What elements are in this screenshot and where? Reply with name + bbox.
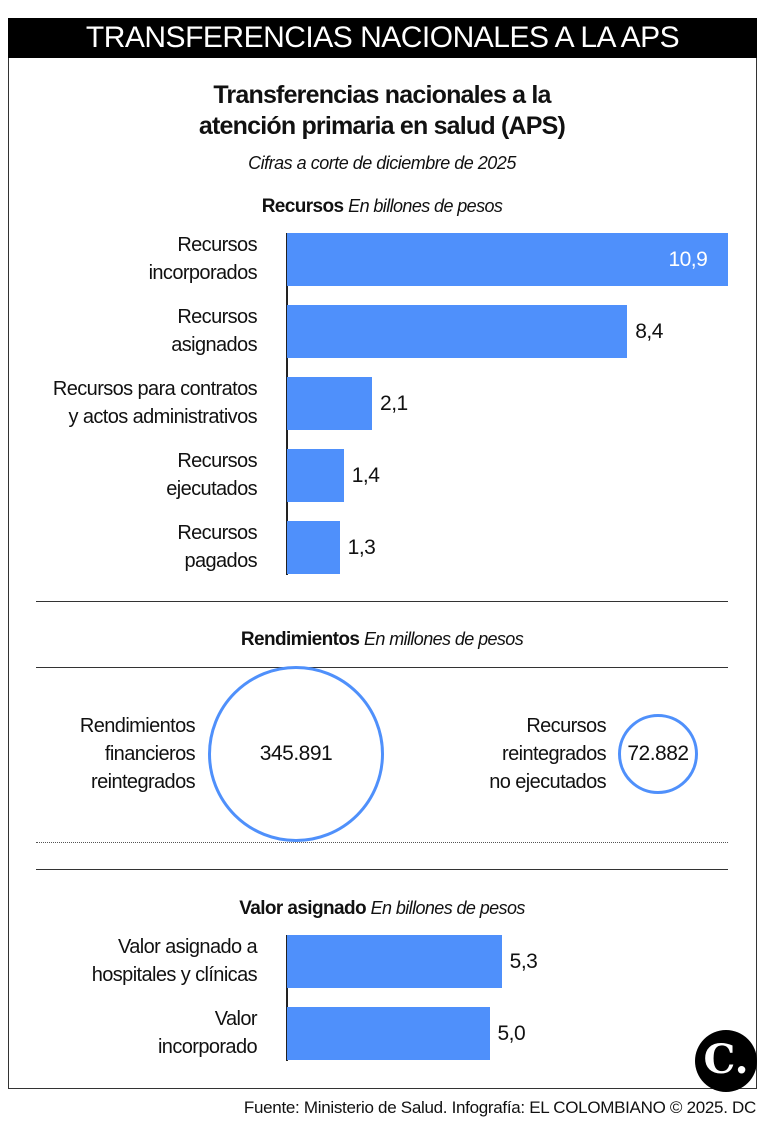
el-colombiano-logo: C. [695, 1030, 757, 1092]
axis-valor [286, 935, 288, 1061]
label-line: financieros [104, 743, 196, 765]
bar-label: Recursos asignados [171, 303, 257, 359]
bar [287, 305, 628, 358]
bar [287, 449, 344, 502]
label-line: asignados [171, 334, 257, 356]
data-label: 5,0 [497, 1022, 526, 1045]
label-line: Recursos [526, 715, 606, 737]
bar [287, 1007, 490, 1060]
bar-label: Recursos incorporados [148, 231, 258, 287]
section-unit: En billones de pesos [348, 196, 503, 216]
divider [36, 601, 728, 602]
axis-recursos [286, 233, 288, 575]
title-line-2: atención primaria en salud (APS) [198, 112, 566, 140]
label-line: no ejecutados [489, 771, 606, 793]
section-unit: En millones de pesos [364, 629, 524, 649]
bubble-label: Rendimientos financieros reintegrados [79, 712, 196, 796]
source-credit: Fuente: Ministerio de Salud. Infografía:… [243, 1098, 756, 1117]
frame [8, 18, 757, 1089]
dotted-divider [36, 842, 728, 843]
title-line-1: Transferencias nacionales a la [213, 81, 551, 109]
chart-title: Transferencias nacionales a la atención … [0, 80, 764, 142]
label-line: reintegrados [91, 771, 196, 793]
section-title-rendimientos: Rendimientos En millones de pesos [0, 629, 764, 651]
label-line: incorporado [157, 1036, 258, 1058]
bar-label: Recursos ejecutados [166, 447, 257, 503]
section-title-valor: Valor asignado En billones de pesos [0, 898, 764, 920]
divider [36, 667, 728, 668]
label-line: Recursos [177, 234, 257, 256]
bar [287, 521, 340, 574]
label-line: Recursos [177, 450, 257, 472]
bubble-label: Recursos reintegrados no ejecutados [489, 712, 606, 796]
section-name: Valor asignado [239, 898, 366, 919]
bubble: 72.882 [617, 713, 699, 795]
header-banner: TRANSFERENCIAS NACIONALES A LA APS [8, 18, 757, 58]
data-label: 2,1 [380, 392, 408, 415]
label-line: Recursos [177, 522, 257, 544]
bubble: 345.891 [208, 666, 384, 842]
label-line: hospitales y clínicas [91, 964, 258, 986]
divider [36, 869, 728, 870]
data-label: 1,4 [351, 464, 380, 487]
bar-label: Recursos pagados [177, 519, 257, 575]
data-label: 10,9 [668, 248, 708, 271]
bar-label: Recursos para contratos y actos administr… [52, 375, 258, 431]
label-line: Recursos [177, 306, 257, 328]
label-line: Recursos para contratos [52, 378, 258, 400]
label-line: Valor [214, 1008, 258, 1030]
bar [287, 377, 373, 430]
label-line: incorporados [148, 262, 258, 284]
label-line: reintegrados [502, 743, 607, 765]
bar-label: Valor incorporado [157, 1005, 258, 1061]
bar [287, 233, 729, 286]
data-label: 1,3 [347, 536, 376, 559]
subtitle: Cifras a corte de diciembre de 2025 [248, 153, 516, 173]
label-line: Valor asignado a [117, 936, 258, 958]
label-line: ejecutados [166, 478, 257, 500]
bar [287, 935, 502, 988]
data-label: 5,3 [509, 950, 538, 973]
section-name: Rendimientos [240, 629, 360, 650]
data-label: 8,4 [635, 320, 663, 343]
label-line: y actos administrativos [68, 406, 258, 428]
label-line: Rendimientos [79, 715, 196, 737]
bar-label: Valor asignado a hospitales y clínicas [91, 933, 258, 989]
section-title-recursos: Recursos En billones de pesos [0, 196, 764, 218]
section-name: Recursos [261, 196, 344, 217]
section-unit: En billones de pesos [370, 898, 526, 918]
label-line: pagados [184, 550, 257, 572]
